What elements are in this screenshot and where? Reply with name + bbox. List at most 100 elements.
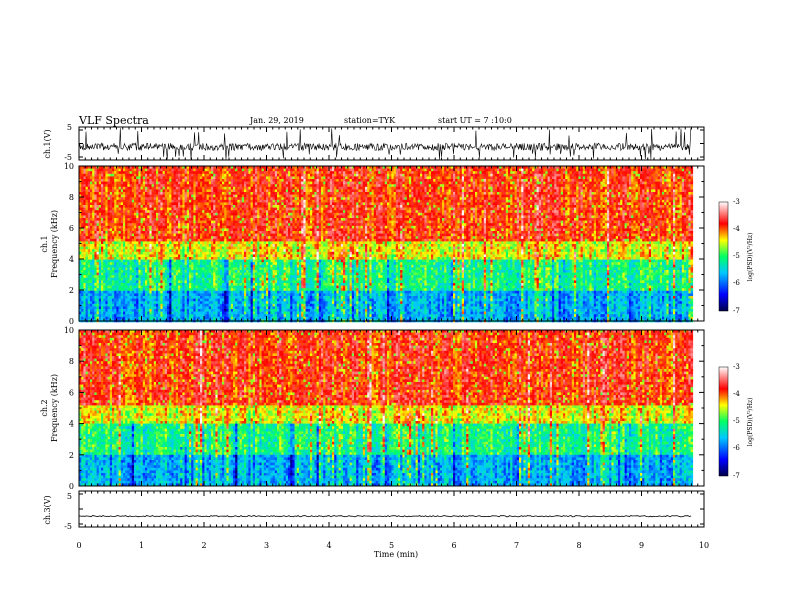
- spectrogram-cell: [246, 200, 249, 203]
- spectrogram-cell: [185, 278, 188, 281]
- spectrogram-cell: [240, 309, 243, 312]
- spectrogram-cell: [189, 234, 192, 237]
- spectrogram-cell: [116, 252, 119, 255]
- spectrogram-cell: [132, 179, 135, 182]
- spectrogram-cell: [101, 312, 104, 315]
- spectrogram-cell: [108, 275, 111, 278]
- spectrogram-cell: [202, 267, 205, 270]
- spectrogram-cell: [158, 174, 161, 177]
- spectrogram-cell: [248, 275, 251, 278]
- spectrogram-cell: [202, 278, 205, 281]
- spectrogram-cell: [233, 202, 236, 205]
- spectrogram-cell: [92, 278, 95, 281]
- spectrogram-cell: [174, 262, 177, 265]
- spectrogram-cell: [209, 202, 212, 205]
- spectrogram-cell: [213, 200, 216, 203]
- spectrogram-cell: [174, 249, 177, 252]
- spectrogram-cell: [174, 234, 177, 237]
- spectrogram-cell: [240, 291, 243, 294]
- spectrogram-cell: [200, 228, 203, 231]
- spectrogram-cell: [180, 189, 183, 192]
- spectrogram-cell: [191, 189, 194, 192]
- spectrogram-cell: [88, 218, 91, 221]
- spectrogram-cell: [130, 249, 133, 252]
- spectrogram-cell: [88, 291, 91, 294]
- spectrogram-cell: [220, 293, 223, 296]
- spectrogram-cell: [189, 267, 192, 270]
- spectrogram-cell: [86, 179, 89, 182]
- spectrogram-cell: [83, 192, 86, 195]
- spectrogram-cell: [191, 195, 194, 198]
- spectrogram-cell: [171, 312, 174, 315]
- spectrogram-cell: [193, 218, 196, 221]
- spectrogram-cell: [103, 262, 106, 265]
- spectrogram-cell: [83, 265, 86, 268]
- spectrogram-cell: [121, 234, 124, 237]
- spectrogram-cell: [169, 197, 172, 200]
- spectrogram-cell: [222, 208, 225, 211]
- spectrogram-cell: [191, 179, 194, 182]
- spectrogram-cell: [114, 241, 117, 244]
- spectrogram-cell: [108, 265, 111, 268]
- spectrogram-cell: [180, 200, 183, 203]
- spectrogram-cell: [134, 239, 137, 242]
- spectrogram-cell: [231, 192, 234, 195]
- spectrogram-cell: [86, 270, 89, 273]
- spectrogram-cell: [196, 304, 199, 307]
- spectrogram-cell: [248, 213, 251, 216]
- spectrogram-cell: [143, 231, 146, 234]
- spectrogram-cell: [94, 288, 97, 291]
- spectrogram-cell: [103, 247, 106, 250]
- spectrogram-cell: [149, 309, 152, 312]
- spectrogram-cell: [125, 273, 128, 276]
- spectrogram-cell: [167, 306, 170, 309]
- spectrogram-cell: [200, 208, 203, 211]
- spectrogram-cell: [218, 273, 221, 276]
- spectrogram-cell: [97, 221, 100, 224]
- spectrogram-cell: [114, 223, 117, 226]
- spectrogram-cell: [207, 291, 210, 294]
- spectrogram-cell: [171, 265, 174, 268]
- spectrogram-cell: [158, 252, 161, 255]
- spectrogram-cell: [88, 304, 91, 307]
- spectrogram-cell: [112, 202, 115, 205]
- spectrogram-cell: [202, 208, 205, 211]
- spectrogram-cell: [231, 267, 234, 270]
- spectrogram-cell: [99, 291, 102, 294]
- spectrogram-cell: [220, 176, 223, 179]
- spectrogram-cell: [242, 299, 245, 302]
- spectrogram-cell: [191, 301, 194, 304]
- spectrogram-cell: [235, 291, 238, 294]
- spectrogram-cell: [211, 210, 214, 213]
- spectrogram-cell: [154, 197, 157, 200]
- spectrogram-cell: [147, 215, 150, 218]
- spectrogram-cell: [158, 176, 161, 179]
- spectrogram-cell: [165, 221, 168, 224]
- spectrogram-cell: [235, 278, 238, 281]
- spectrogram-cell: [220, 270, 223, 273]
- spectrogram-cell: [138, 283, 141, 286]
- spectrogram-cell: [130, 223, 133, 226]
- spectrogram-cell: [101, 192, 104, 195]
- spectrogram-cell: [136, 265, 139, 268]
- spectrogram-cell: [224, 257, 227, 260]
- spectrogram-cell: [125, 239, 128, 242]
- spectrogram-cell: [242, 179, 245, 182]
- spectrogram-cell: [231, 195, 234, 198]
- spectrogram-cell: [231, 244, 234, 247]
- spectrogram-cell: [127, 280, 129, 283]
- spectrogram-cell: [127, 299, 129, 302]
- figure-title: VLF Spectra: [78, 114, 149, 127]
- spectrogram-cell: [244, 184, 247, 187]
- spectrogram-cell: [200, 278, 203, 281]
- spectrogram-cell: [103, 254, 106, 257]
- spectrogram-cell: [152, 202, 155, 205]
- spectrogram-cell: [213, 223, 216, 226]
- spectrogram-cell: [141, 231, 144, 234]
- spectrogram-cell: [244, 267, 247, 270]
- spectrogram-cell: [224, 174, 227, 177]
- spectrogram-cell: [119, 254, 122, 257]
- spectrogram-cell: [123, 215, 126, 218]
- spectrogram-cell: [204, 309, 207, 312]
- spectrogram-cell: [233, 288, 236, 291]
